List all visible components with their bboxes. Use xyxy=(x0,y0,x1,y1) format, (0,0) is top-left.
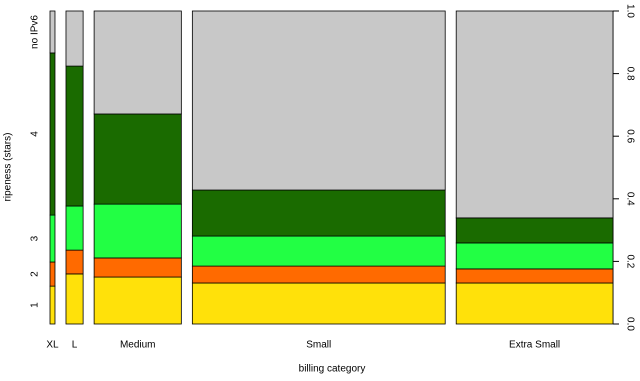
x-tick-label: L xyxy=(72,340,78,351)
segment xyxy=(49,285,56,325)
series-label: no IPv6 xyxy=(30,15,41,49)
segment xyxy=(455,217,614,244)
x-axis-label: billing category xyxy=(299,364,366,375)
x-tick-label: XL xyxy=(46,340,59,351)
segment xyxy=(191,189,446,237)
x-tick-label: Small xyxy=(306,340,331,351)
segment xyxy=(65,205,84,251)
y-tick-label: 0.2 xyxy=(624,254,635,268)
segment xyxy=(65,10,84,67)
segment xyxy=(455,242,614,270)
segment xyxy=(191,282,446,325)
segment xyxy=(49,214,56,263)
segment xyxy=(191,10,446,191)
segment xyxy=(65,65,84,207)
y-tick-label: 0.0 xyxy=(624,317,635,331)
y-tick-label: 0.4 xyxy=(624,192,635,206)
y-tick-label: 0.8 xyxy=(624,67,635,81)
segment xyxy=(191,235,446,267)
segment xyxy=(65,273,84,325)
segment xyxy=(93,10,182,115)
series-label: 1 xyxy=(30,302,41,308)
segment xyxy=(191,265,446,284)
x-tick-label: Extra Small xyxy=(509,340,560,351)
series-label: 2 xyxy=(30,271,41,277)
segment xyxy=(49,52,56,216)
segment xyxy=(455,282,614,325)
y-tick-label: 1.0 xyxy=(624,4,635,18)
segment xyxy=(455,10,614,219)
segment xyxy=(455,268,614,284)
segment xyxy=(93,276,182,325)
segment xyxy=(49,261,56,287)
y-tick-label: 0.6 xyxy=(624,129,635,143)
segment xyxy=(49,10,56,54)
segment xyxy=(93,113,182,205)
y-axis-label: ripeness (stars) xyxy=(3,133,14,202)
series-label: 4 xyxy=(30,131,41,137)
segment xyxy=(93,203,182,259)
segment xyxy=(93,257,182,278)
segment xyxy=(65,249,84,275)
x-tick-label: Medium xyxy=(120,340,156,351)
series-label: 3 xyxy=(30,235,41,241)
